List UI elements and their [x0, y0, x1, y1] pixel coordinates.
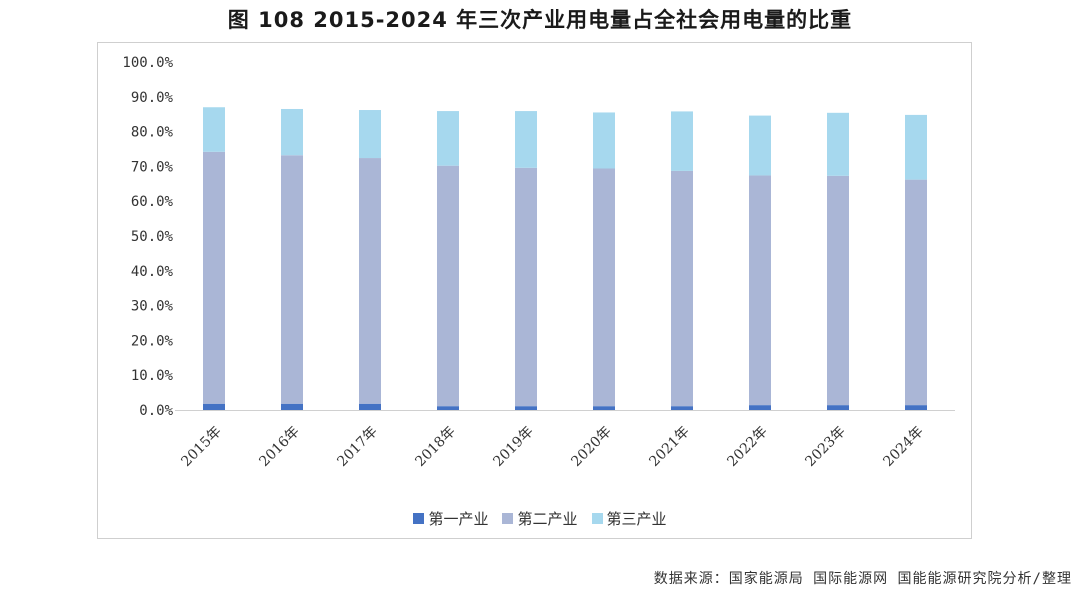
- bar-segment-tertiary: [515, 111, 537, 168]
- legend-item-tertiary: 第三产业: [591, 508, 667, 529]
- bar-segment-tertiary: [203, 107, 225, 152]
- bar-segment-tertiary: [281, 108, 303, 156]
- bar-segment-primary: [905, 405, 927, 410]
- legend-label-primary: 第一产业: [428, 510, 489, 528]
- y-tick-label: 30.0%: [131, 299, 174, 315]
- bar-segment-tertiary: [359, 110, 381, 159]
- bar-segment-tertiary: [671, 111, 693, 171]
- y-tick-label: 10.0%: [131, 368, 174, 384]
- legend-item-secondary: 第二产业: [502, 508, 578, 529]
- x-tick-label: 2022年: [724, 424, 770, 470]
- bar-segment-primary: [203, 403, 225, 410]
- x-tick-label: 2023年: [802, 424, 848, 470]
- bar-stack-group: [203, 107, 927, 410]
- x-tick-label: 2015年: [178, 424, 224, 470]
- y-tick-label: 90.0%: [131, 90, 174, 106]
- bar-segment-tertiary: [749, 115, 771, 176]
- legend-item-primary: 第一产业: [413, 508, 488, 529]
- y-tick-label: 60.0%: [131, 194, 174, 210]
- bar-segment-secondary: [203, 151, 225, 404]
- bar-segment-primary: [593, 406, 615, 410]
- bar-segment-primary: [281, 403, 303, 410]
- bar-segment-tertiary: [593, 112, 615, 169]
- legend-swatch-primary: [413, 513, 425, 524]
- bar-segment-primary: [827, 405, 849, 410]
- y-axis: 0.0% 10.0% 20.0% 30.0% 40.0% 50.0% 60.0% 70.0% 8…: [122, 55, 173, 419]
- bar-segment-primary: [749, 405, 771, 410]
- bar-segment-primary: [359, 403, 381, 410]
- legend-label-tertiary: 第三产业: [606, 510, 667, 528]
- x-tick-label: 2020年: [568, 424, 614, 470]
- bar-segment-tertiary: [905, 114, 927, 180]
- y-tick-label: 50.0%: [131, 229, 174, 245]
- bar-segment-secondary: [749, 175, 771, 406]
- bar-segment-secondary: [437, 165, 459, 407]
- y-tick-label: 80.0%: [131, 125, 174, 141]
- x-axis: 2015年 2016年 2017年 2018年 2019年 2020年 2021年 2022年…: [175, 410, 955, 470]
- x-tick-label: 2021年: [646, 424, 692, 470]
- bar-segment-primary: [515, 406, 537, 410]
- bar-segment-tertiary: [827, 112, 849, 176]
- y-tick-label: 0.0%: [139, 403, 173, 419]
- bar-segment-primary: [671, 406, 693, 410]
- bar-segment-secondary: [593, 168, 615, 407]
- legend: 第一产业 第二产业 第三产业: [0, 508, 1080, 529]
- y-tick-label: 20.0%: [131, 333, 174, 349]
- legend-swatch-secondary: [502, 513, 514, 524]
- x-tick-label: 2016年: [256, 424, 302, 470]
- data-source-note: 数据来源：国家能源局 国际能源网 国能能源研究院分析/整理: [653, 571, 1072, 587]
- bar-segment-secondary: [827, 175, 849, 406]
- chart-title: 图 108 2015-2024 年三次产业用电量占全社会用电量的比重: [227, 8, 853, 32]
- y-tick-label: 70.0%: [131, 159, 174, 175]
- x-tick-label: 2019年: [490, 424, 536, 470]
- bar-segment-primary: [437, 406, 459, 410]
- bar-segment-secondary: [359, 158, 381, 404]
- bar-segment-secondary: [905, 179, 927, 406]
- legend-label-secondary: 第二产业: [517, 510, 578, 528]
- bar-segment-secondary: [281, 155, 303, 404]
- bar-segment-secondary: [671, 170, 693, 407]
- x-tick-label: 2024年: [880, 424, 926, 470]
- x-tick-label: 2017年: [334, 424, 380, 470]
- y-tick-label: 100.0%: [122, 55, 173, 71]
- bar-segment-tertiary: [437, 111, 459, 166]
- y-tick-label: 40.0%: [131, 264, 174, 280]
- bar-segment-secondary: [515, 167, 537, 407]
- x-tick-label: 2018年: [412, 424, 458, 470]
- legend-swatch-tertiary: [591, 513, 603, 524]
